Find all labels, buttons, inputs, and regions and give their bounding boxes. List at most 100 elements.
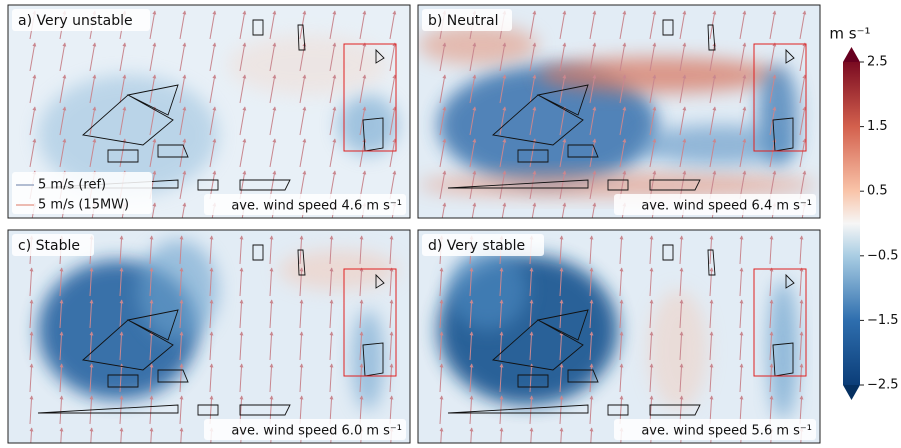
colorbar-tick-label: 2.5 bbox=[867, 55, 888, 70]
wind-arrow bbox=[469, 106, 477, 136]
annotation: ave. wind speed 4.6 m s⁻¹ bbox=[231, 199, 402, 214]
wind-arrow bbox=[679, 331, 684, 361]
wind-arrow bbox=[531, 202, 537, 218]
colorbar-tick-label: −2.5 bbox=[867, 378, 899, 393]
annotation-box bbox=[614, 419, 816, 440]
wind-arrow bbox=[439, 170, 447, 200]
wind-arrow bbox=[830, 396, 832, 424]
wind-arrow bbox=[59, 138, 67, 168]
wind-arrow bbox=[439, 42, 447, 72]
wind-arrow bbox=[709, 74, 717, 104]
wind-arrow bbox=[589, 10, 597, 40]
wind-arrow bbox=[769, 235, 774, 265]
wind-arrow bbox=[499, 138, 507, 168]
wind-arrow bbox=[439, 395, 444, 425]
wind-arrow bbox=[739, 267, 744, 297]
annotation: ave. wind speed 6.4 m s⁻¹ bbox=[641, 199, 812, 214]
colorbar-tick-label: −0.5 bbox=[867, 248, 899, 263]
panel-frame bbox=[7, 4, 411, 219]
wind-arrow bbox=[709, 267, 714, 297]
wind-arrow bbox=[471, 202, 477, 218]
wind-arrow bbox=[179, 42, 187, 72]
wind-arrow bbox=[529, 427, 534, 443]
wind-arrow bbox=[589, 267, 594, 297]
wind-arrow bbox=[529, 331, 534, 361]
wind-arrow bbox=[679, 235, 684, 265]
wind-arrow bbox=[559, 363, 564, 393]
wind-arrow bbox=[439, 331, 444, 361]
wind-arrow bbox=[179, 299, 184, 329]
wind-arrow bbox=[739, 235, 744, 265]
wind-arrow bbox=[499, 427, 504, 443]
wind-arrow bbox=[151, 202, 157, 218]
wind-arrow bbox=[329, 235, 334, 265]
wind-arrow bbox=[679, 267, 684, 297]
wind-arrow bbox=[619, 363, 624, 393]
wind-arrow bbox=[529, 267, 534, 297]
wind-arrow bbox=[389, 267, 394, 297]
annotation: ave. wind speed 6.0 m s⁻¹ bbox=[231, 424, 402, 439]
wind-arrow bbox=[119, 235, 124, 265]
wind-arrow bbox=[709, 363, 714, 393]
wind-arrow bbox=[389, 74, 397, 104]
wind-arrow bbox=[29, 42, 37, 72]
wind-arrow bbox=[739, 10, 747, 40]
wind-arrow bbox=[799, 331, 804, 361]
wind-arrow bbox=[559, 299, 564, 329]
wind-arrow bbox=[469, 427, 474, 443]
wind-arrow bbox=[709, 299, 714, 329]
wind-arrow bbox=[59, 106, 67, 136]
wind-arrow bbox=[830, 107, 835, 135]
wind-arrow bbox=[769, 74, 777, 104]
wind-arrow bbox=[359, 267, 364, 297]
wind-arrow bbox=[561, 202, 567, 218]
wind-arrow bbox=[559, 138, 567, 168]
wind-arrow bbox=[179, 10, 187, 40]
field-blob bbox=[352, 310, 384, 410]
wind-arrow bbox=[119, 42, 127, 72]
wind-arrow bbox=[649, 235, 654, 265]
wind-arrow bbox=[149, 42, 157, 72]
wind-arrow bbox=[299, 74, 307, 104]
wind-arrow bbox=[589, 235, 594, 265]
wind-arrow bbox=[769, 363, 774, 393]
wind-arrow bbox=[559, 106, 567, 136]
wind-arrow bbox=[179, 106, 187, 136]
wind-arrow bbox=[799, 74, 807, 104]
wind-arrow bbox=[29, 138, 37, 168]
wind-arrow bbox=[619, 235, 624, 265]
wind-arrow bbox=[529, 395, 534, 425]
wind-arrow bbox=[209, 267, 214, 297]
wind-arrow bbox=[209, 106, 217, 136]
wind-arrow bbox=[59, 74, 67, 104]
wind-arrow bbox=[119, 267, 124, 297]
wind-arrow bbox=[389, 299, 394, 329]
wind-arrow bbox=[359, 106, 367, 136]
wind-arrow bbox=[89, 74, 97, 104]
focus-box bbox=[753, 268, 807, 377]
wind-arrow bbox=[329, 331, 334, 361]
wind-arrow bbox=[29, 395, 34, 425]
wind-arrow bbox=[389, 106, 397, 136]
wind-arrow bbox=[119, 106, 127, 136]
wind-arrow bbox=[389, 235, 394, 265]
wind-arrow bbox=[679, 74, 687, 104]
wind-arrow bbox=[439, 427, 444, 443]
wind-arrow bbox=[469, 395, 474, 425]
title-box bbox=[422, 9, 512, 31]
wind-arrow bbox=[439, 267, 444, 297]
wind-arrow bbox=[299, 267, 304, 297]
panel-title: b) Neutral bbox=[428, 13, 498, 29]
panel-title: a) Very unstable bbox=[18, 13, 133, 29]
wind-arrow bbox=[619, 267, 624, 297]
wind-arrow bbox=[439, 138, 447, 168]
wind-arrow bbox=[269, 235, 274, 265]
annotation-box bbox=[204, 194, 406, 215]
wind-arrow bbox=[29, 106, 37, 136]
wind-arrow bbox=[179, 267, 184, 297]
wind-arrow bbox=[589, 74, 597, 104]
wind-arrow bbox=[649, 299, 654, 329]
wind-arrow bbox=[739, 299, 744, 329]
field-blob bbox=[228, 35, 388, 95]
wind-arrow bbox=[359, 331, 364, 361]
